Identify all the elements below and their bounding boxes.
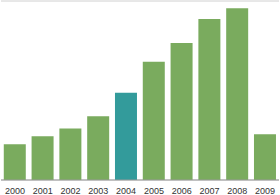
svg-text:2006: 2006 [172, 186, 192, 195]
svg-text:2003: 2003 [88, 186, 108, 195]
svg-text:2007: 2007 [199, 186, 219, 195]
svg-text:2004: 2004 [116, 186, 136, 195]
svg-text:2000: 2000 [8, 186, 25, 195]
svg-text:2009: 2009 [255, 186, 272, 195]
svg-text:2008: 2008 [227, 186, 247, 195]
svg-text:2001: 2001 [33, 186, 53, 195]
svg-text:2005: 2005 [144, 186, 164, 195]
svg-text:2002: 2002 [60, 186, 80, 195]
